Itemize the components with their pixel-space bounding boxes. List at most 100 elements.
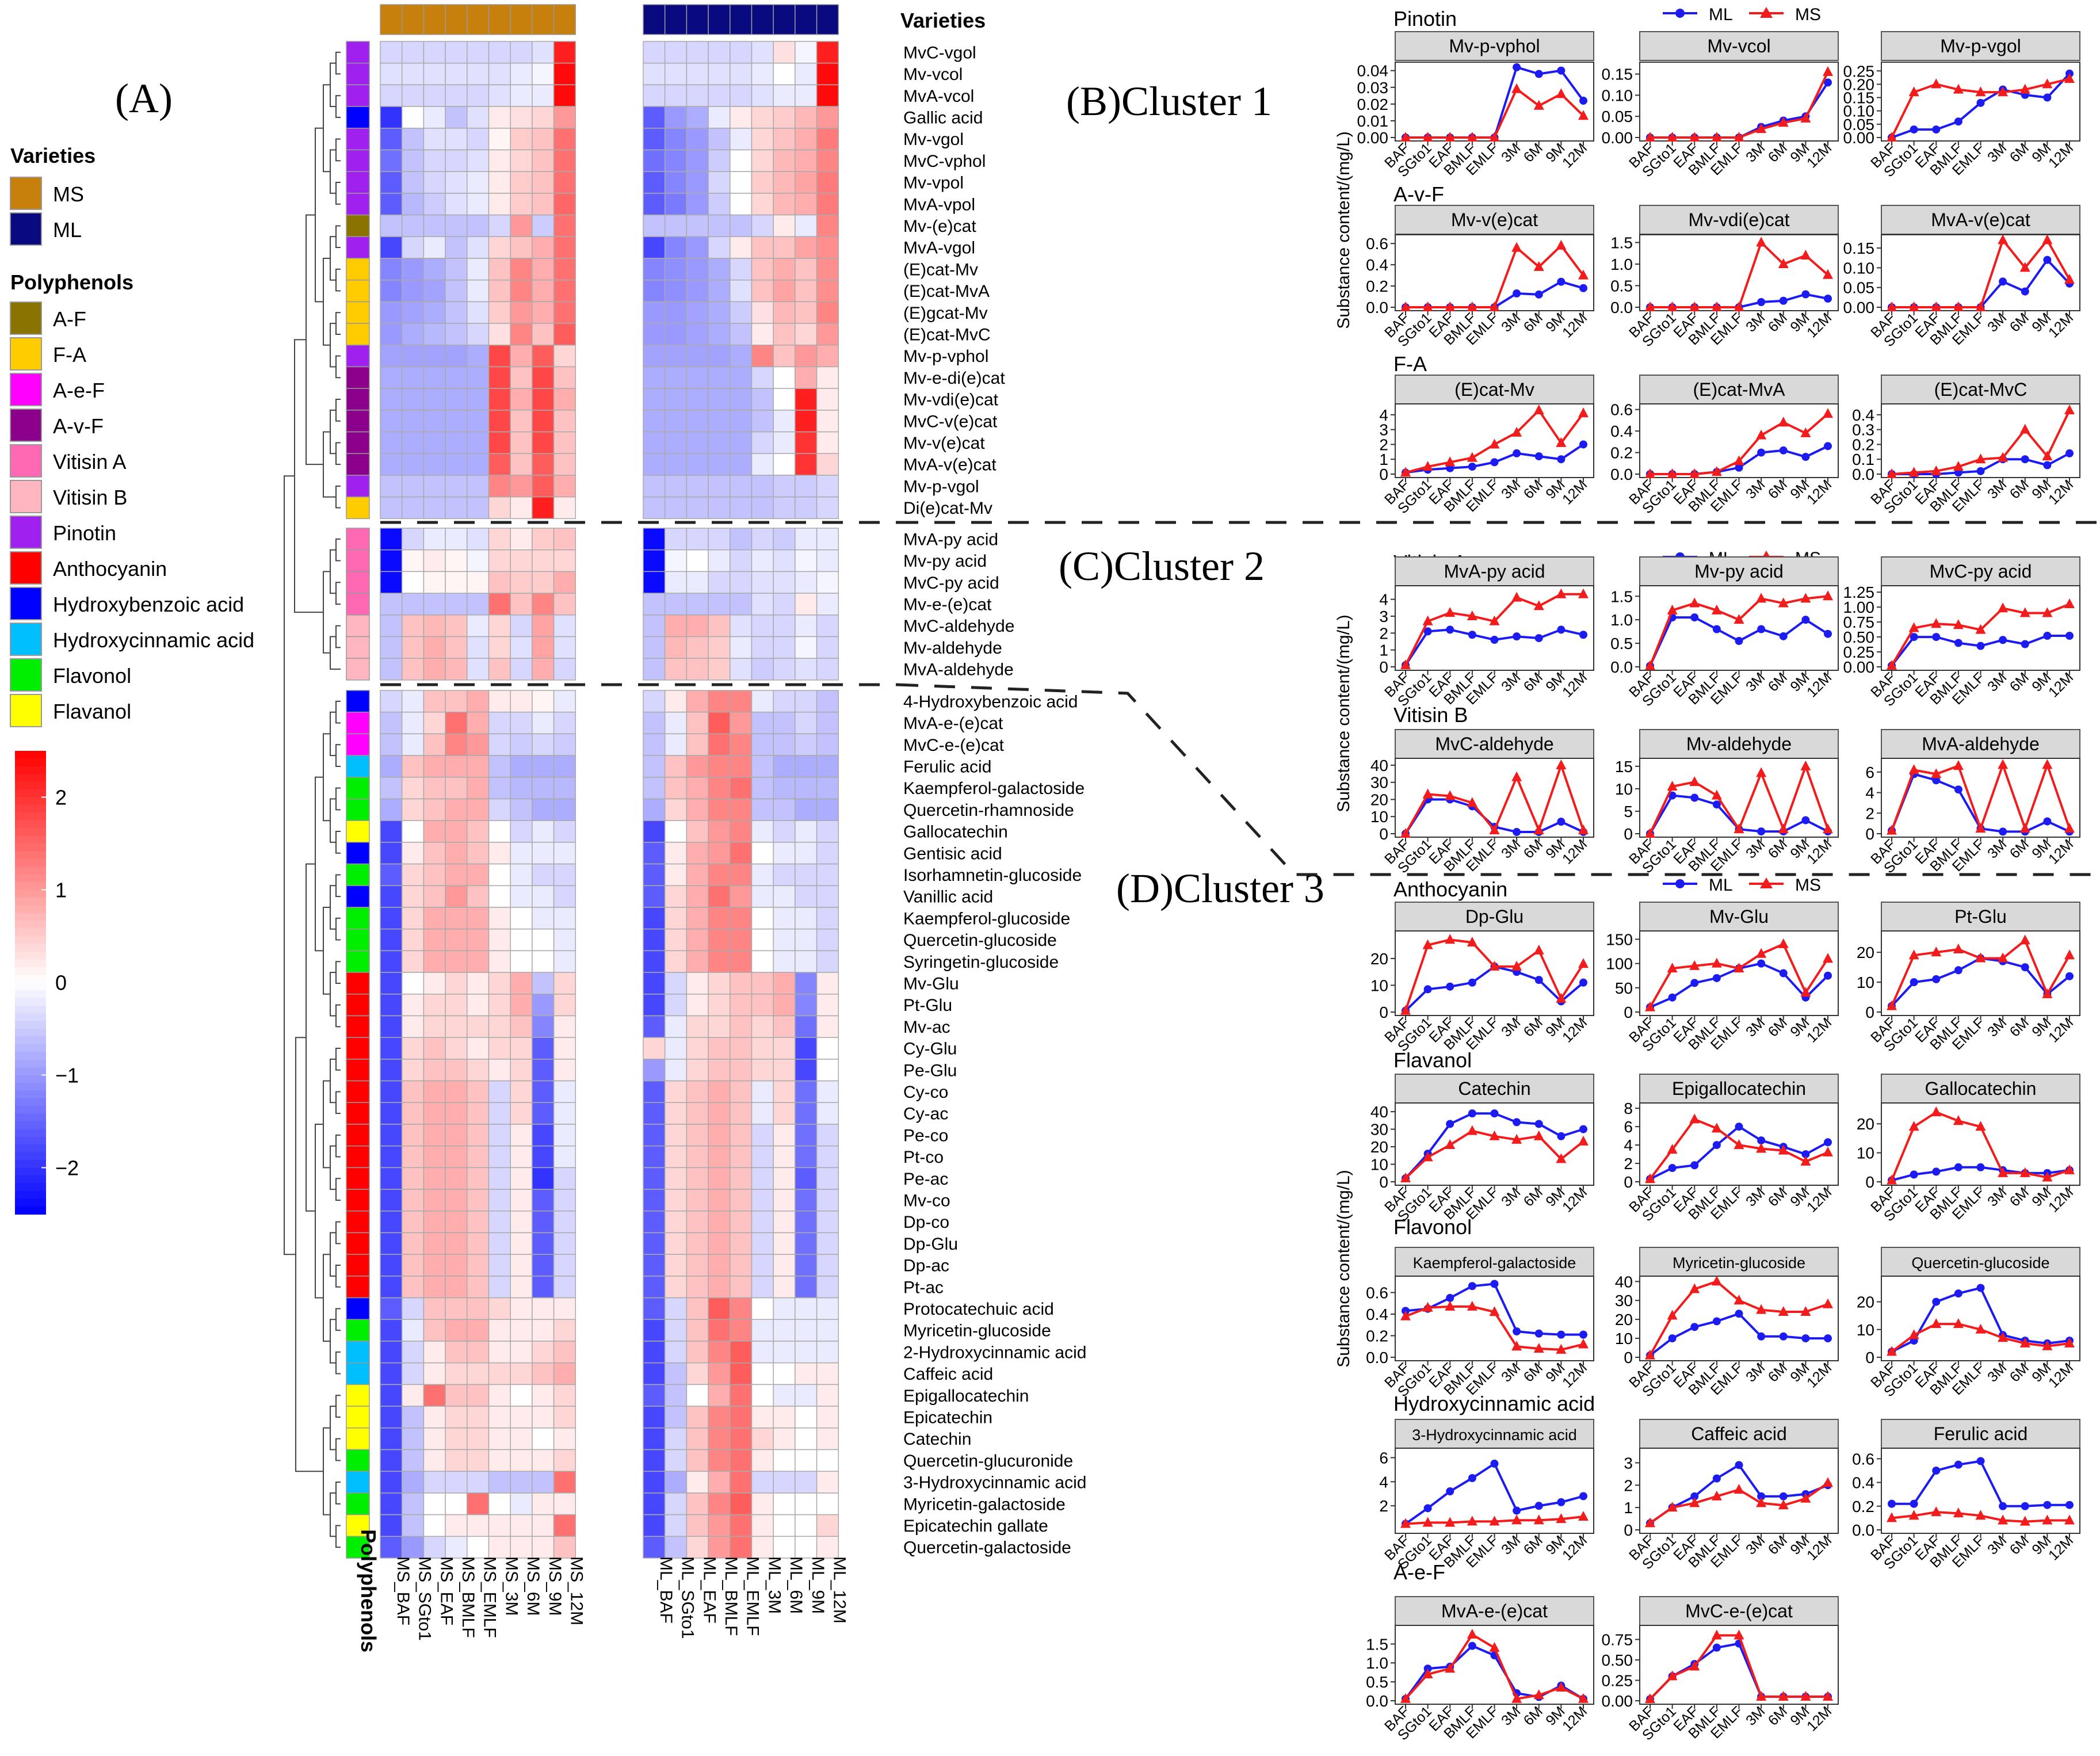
heatmap-cell [643, 950, 666, 973]
heatmap-cell [510, 1102, 533, 1125]
heatmap-cell [488, 1514, 511, 1537]
x-tick-label: 12M [1804, 476, 1835, 507]
row-class-swatch [346, 755, 370, 778]
heatmap-cell [510, 798, 533, 821]
data-point-ml [1757, 448, 1766, 457]
heatmap-cell [686, 528, 709, 551]
data-point-ml [1557, 1132, 1566, 1140]
heatmap-cell [380, 279, 403, 303]
data-point-ms [2064, 823, 2075, 833]
heatmap-cell [467, 614, 490, 637]
y-tick-label: 0.0 [1366, 299, 1388, 316]
heatmap-cell [686, 593, 709, 616]
heatmap-cell [488, 1037, 511, 1060]
data-point-ml [2021, 963, 2029, 972]
group-title: Vitisin B [1393, 703, 1468, 727]
data-point-ms [1800, 1155, 1811, 1166]
data-point-ms [1756, 948, 1767, 958]
heatmap-cell [553, 1384, 576, 1407]
heatmap-cell [708, 1276, 731, 1299]
heatmap-cell [773, 431, 796, 455]
heatmap-cell [401, 658, 425, 681]
heatmap-cell [686, 798, 709, 821]
panel-strip [1639, 31, 1839, 61]
data-point-ml [1446, 1293, 1454, 1302]
heatmap-cell [445, 907, 468, 930]
heatmap-cell [816, 366, 839, 389]
heatmap-cell [643, 1449, 666, 1472]
heatmap-cell [816, 690, 839, 713]
heatmap-cell [445, 258, 468, 281]
data-point-ml [2065, 449, 2074, 457]
heatmap-cell [816, 193, 839, 216]
data-point-ms [1445, 1663, 1456, 1673]
heatmap-cell [773, 279, 796, 303]
heatmap-cell [423, 258, 446, 281]
data-point-ms [1400, 659, 1411, 670]
heatmap-cell [532, 1015, 555, 1038]
heatmap-cell [467, 1124, 490, 1147]
heatmap-cell [510, 658, 533, 681]
heatmap-cell [643, 1492, 666, 1515]
heatmap-cell [664, 571, 688, 594]
data-point-ml [1757, 1492, 1766, 1501]
heatmap-cell [643, 171, 666, 194]
row-label: Pe-co [903, 1126, 948, 1145]
row-class-swatch [346, 907, 370, 930]
heatmap-cell [423, 345, 446, 368]
heatmap-cell [751, 885, 774, 908]
heatmap-cell [401, 431, 425, 455]
x-tick-label: 6M [2007, 476, 2032, 502]
heatmap-cell [816, 1471, 839, 1494]
y-tick-label: 10 [1370, 808, 1388, 826]
heatmap-cell [686, 571, 709, 594]
data-point-ml [1910, 1170, 1918, 1179]
heatmap-cell [730, 994, 753, 1017]
heatmap-cell [664, 1514, 688, 1537]
heatmap-cell [664, 798, 688, 821]
heatmap-cell [795, 366, 818, 389]
heatmap-cell [532, 1232, 555, 1255]
heatmap-cell [773, 62, 796, 86]
heatmap-cell [553, 496, 576, 520]
row-class-swatch [346, 690, 370, 713]
heatmap-cell [686, 863, 709, 887]
heatmap-cell [751, 950, 774, 973]
y-tick-label: 0.10 [1843, 102, 1875, 120]
heatmap-cell [380, 733, 403, 756]
heatmap-cell [510, 972, 533, 995]
heatmap-cell [467, 1189, 490, 1212]
heatmap-cell [751, 388, 774, 411]
row-class-swatch [346, 1080, 370, 1104]
heatmap-cell [445, 972, 468, 995]
heatmap-cell [795, 777, 818, 800]
heatmap-cell [773, 658, 796, 681]
data-point-ml [1579, 1492, 1587, 1501]
heatmap-cell [708, 388, 731, 411]
data-point-ms [2019, 423, 2030, 434]
heatmap-cell [730, 1080, 753, 1104]
panel-title: Mv-v(e)cat [1451, 209, 1538, 230]
heatmap-cell [423, 614, 446, 637]
heatmap-cell [467, 798, 490, 821]
heatmap-cell [708, 171, 731, 194]
heatmap-cell [423, 994, 446, 1017]
heatmap-cell [467, 1015, 490, 1038]
heatmap-cell [553, 528, 576, 551]
colorbar-segment [15, 1052, 46, 1060]
row-label: Quercetin-galactoside [903, 1539, 1071, 1558]
heatmap-cell [553, 1232, 576, 1255]
column-label: MS_SGto1 [415, 1556, 434, 1641]
heatmap-cell [773, 1297, 796, 1320]
heatmap-cell [467, 1211, 490, 1234]
data-point-ms [2042, 1514, 2053, 1525]
heatmap-cell [795, 496, 818, 520]
heatmap-cell [445, 994, 468, 1017]
data-point-ms [1931, 1106, 1942, 1117]
varieties-annotation-label: Varieties [900, 9, 986, 32]
colorbar-segment [15, 858, 46, 868]
row-label: Mv-aldehyde [903, 639, 1002, 658]
row-label: 2-Hydroxycinnamic acid [903, 1343, 1086, 1362]
x-tick-label: 12M [1559, 1532, 1590, 1563]
polyphenol-swatch [10, 301, 42, 335]
